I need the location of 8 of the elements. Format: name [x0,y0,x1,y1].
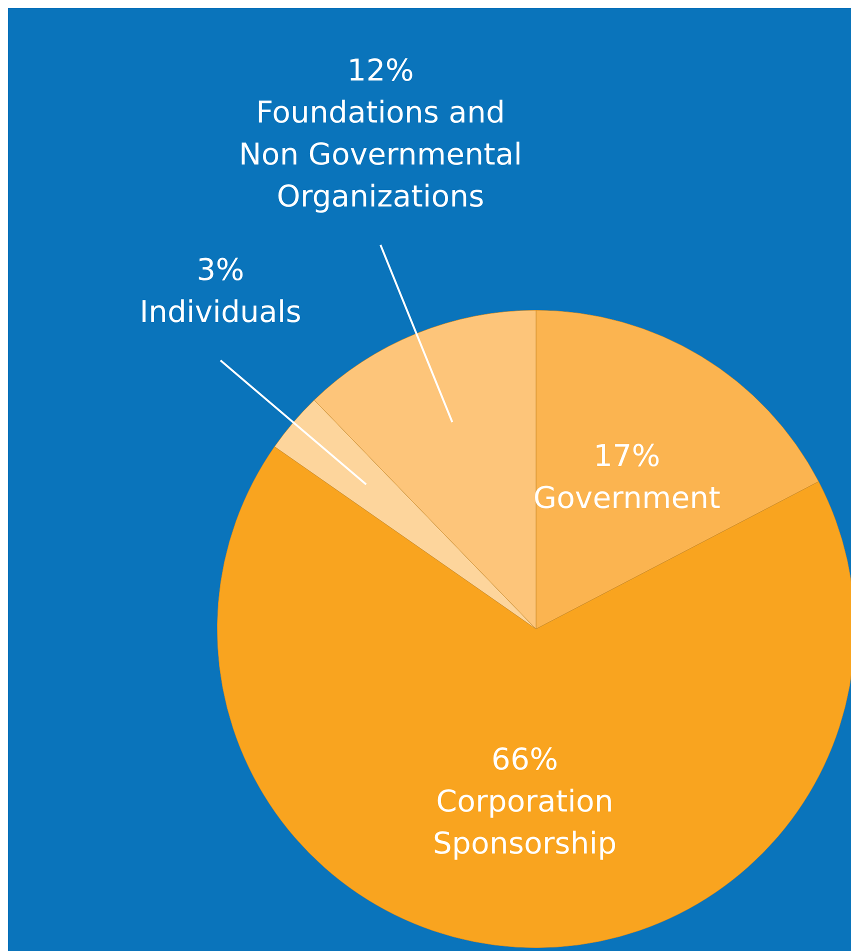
data-label: 66% [491,742,558,778]
data-label: 3% [196,253,244,288]
slice-label: Corporation Sponsorship [432,784,617,862]
slice-label: Government [533,480,721,516]
slice-label: Foundations and Non Governmental Organizations [238,96,522,215]
data-label: 17% [594,438,660,474]
data-label: 12% [347,54,414,89]
slice-label: Individuals [140,295,302,330]
